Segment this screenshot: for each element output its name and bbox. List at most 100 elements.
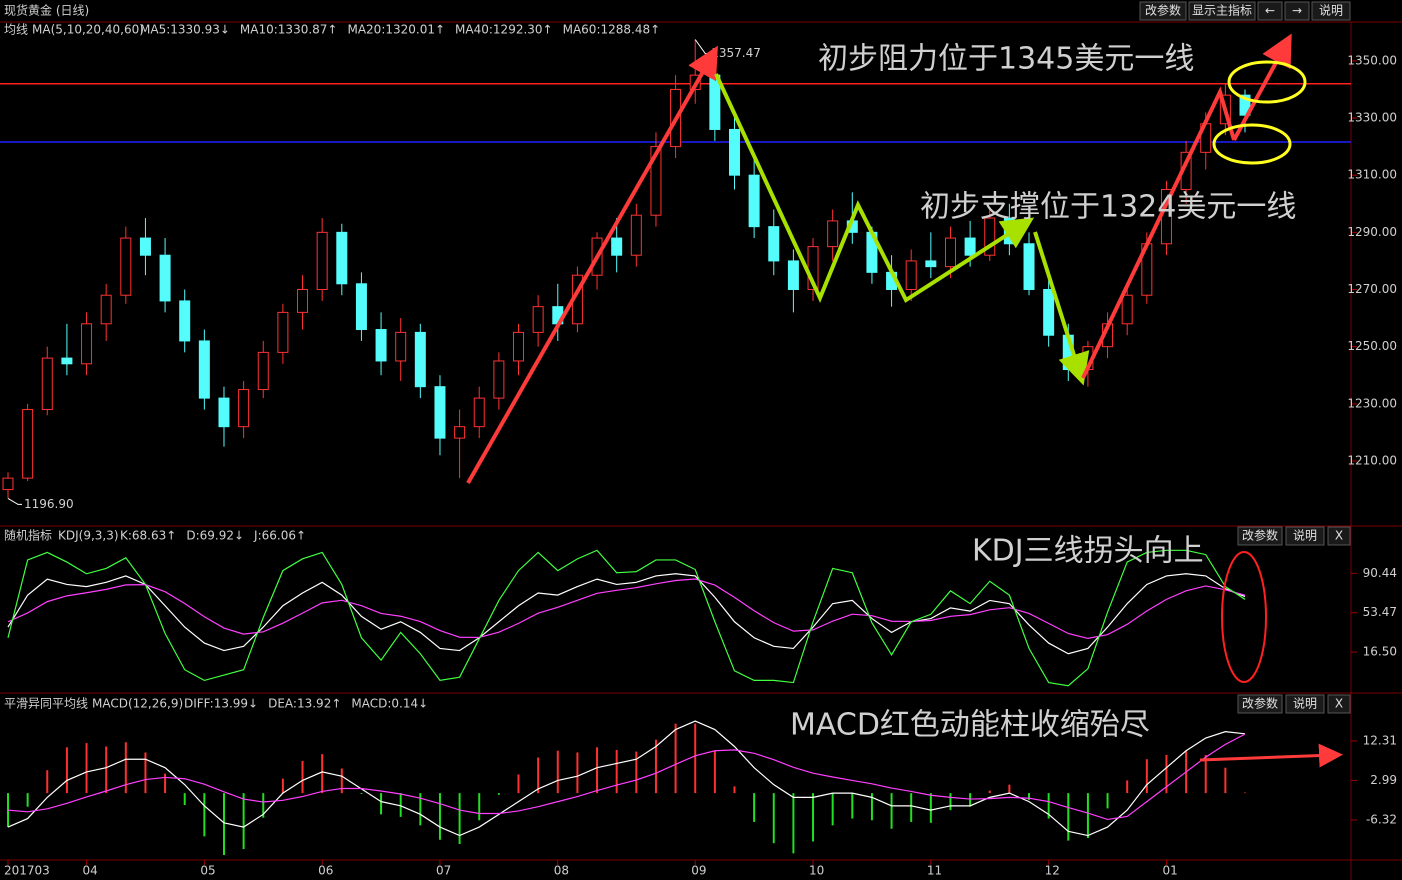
button-label[interactable]: X <box>1335 529 1343 543</box>
candle-body <box>493 360 505 399</box>
candle-body <box>1239 94 1251 116</box>
button-frame <box>1188 1 1256 21</box>
button-frame <box>1285 694 1325 714</box>
button[interactable]: 显示主指标 <box>1188 1 1256 21</box>
candle-body <box>473 397 485 428</box>
button[interactable]: 改参数 <box>1139 1 1187 21</box>
button[interactable]: 改参数 <box>1237 526 1283 546</box>
indicator-reading: D:69.92↓ <box>186 529 244 543</box>
x-tick-label: 12 <box>1045 864 1060 878</box>
candle-body <box>925 260 937 268</box>
button[interactable]: 说明 <box>1285 694 1325 714</box>
y-tick-label: 1230.00 <box>1347 396 1397 410</box>
x-tick-label: 08 <box>554 864 569 878</box>
candle-body <box>395 331 407 362</box>
candle-body <box>434 386 446 439</box>
x-tick-label: 09 <box>691 864 706 878</box>
button-frame <box>1237 694 1283 714</box>
x-tick-label: 01 <box>1162 864 1177 878</box>
x-tick-label: 06 <box>318 864 333 878</box>
button-frame <box>1257 1 1283 21</box>
button-frame <box>1285 526 1325 546</box>
indicator-params: MACD(12,26,9) <box>92 697 183 711</box>
candle-body <box>905 260 917 291</box>
y-tick-label: 90.44 <box>1363 566 1397 580</box>
indicator-reading: DEA:13.92↑ <box>268 697 341 711</box>
y-tick-label: 12.31 <box>1363 733 1397 747</box>
extreme-pointer <box>7 497 22 505</box>
extreme-label: 1196.90 <box>24 497 74 511</box>
button-frame <box>1311 1 1351 21</box>
candle-body <box>41 357 53 411</box>
indicator-reading: MA20:1320.01↑ <box>347 23 445 37</box>
button-label[interactable]: 改参数 <box>1242 528 1278 543</box>
window-title: 现货黄金 (日线) <box>4 3 89 18</box>
indicator-params: MA(5,10,20,40,60) <box>32 23 144 37</box>
annotation: 初步支撑位于1324美元一线 <box>920 190 1296 225</box>
button-label[interactable]: ← <box>1265 4 1275 18</box>
y-tick-label: 53.47 <box>1363 605 1397 619</box>
candle-body <box>277 311 289 353</box>
button-frame <box>1139 1 1187 21</box>
candle-body <box>1043 289 1055 336</box>
candle-body <box>787 260 799 291</box>
candle-body <box>454 426 466 439</box>
indicator-line <box>7 578 1246 640</box>
button-label[interactable]: 显示主指标 <box>1192 3 1252 18</box>
button[interactable]: 改参数 <box>1237 694 1283 714</box>
indicator-reading: MA60:1288.48↑ <box>563 23 661 37</box>
button-label[interactable]: 改参数 <box>1242 696 1278 711</box>
indicator-reading: DIFF:13.99↓ <box>184 697 258 711</box>
candle-body <box>375 329 387 362</box>
candle-body <box>611 237 623 256</box>
annotation: KDJ三线拐头向上 <box>972 534 1204 569</box>
annotation-arrows <box>466 33 1343 768</box>
candle-body <box>513 331 525 362</box>
candle-body <box>768 226 780 262</box>
button-label[interactable]: → <box>1292 4 1302 18</box>
candle-body <box>1023 243 1035 291</box>
button[interactable]: 说明 <box>1285 526 1325 546</box>
candle-body <box>198 340 210 399</box>
frame <box>0 21 1402 880</box>
button-label[interactable]: 说明 <box>1319 3 1343 18</box>
button-frame <box>1237 526 1283 546</box>
candle-body <box>179 300 191 342</box>
button[interactable]: X <box>1327 694 1351 714</box>
button-label[interactable]: 说明 <box>1293 528 1317 543</box>
candle-body <box>61 357 73 365</box>
y-tick-label: 1250.00 <box>1347 339 1397 353</box>
candle-body <box>22 409 34 479</box>
y-tick-label: 1270.00 <box>1347 282 1397 296</box>
candle-body <box>218 397 230 428</box>
annotation: 初步阻力位于1345美元一线 <box>818 42 1194 77</box>
button-label[interactable]: X <box>1335 697 1343 711</box>
button-frame <box>1284 1 1310 21</box>
candle-body <box>81 323 93 365</box>
indicator-name: 均线 <box>4 23 28 37</box>
button[interactable]: X <box>1327 526 1351 546</box>
button[interactable]: 说明 <box>1311 1 1351 21</box>
x-tick-label: 04 <box>83 864 98 878</box>
candle-body <box>748 174 760 228</box>
indicator-name: 随机指标 <box>4 528 52 543</box>
indicator-line <box>7 549 1246 687</box>
y-tick-label: 1290.00 <box>1347 225 1397 239</box>
candle-body <box>257 351 269 391</box>
candle-body <box>316 231 328 291</box>
candle-body <box>532 306 544 333</box>
candle-body <box>827 220 839 248</box>
x-tick-label: 05 <box>200 864 215 878</box>
candle-body <box>336 231 348 285</box>
candle-body <box>984 217 996 256</box>
button-frame <box>1327 694 1351 714</box>
button-label[interactable]: 说明 <box>1293 696 1317 711</box>
candle-body <box>2 477 14 491</box>
button-label[interactable]: 改参数 <box>1145 3 1181 18</box>
button[interactable]: ← <box>1257 1 1283 21</box>
x-tick-label: 07 <box>436 864 451 878</box>
button[interactable]: → <box>1284 1 1310 21</box>
candle-body <box>944 237 956 268</box>
